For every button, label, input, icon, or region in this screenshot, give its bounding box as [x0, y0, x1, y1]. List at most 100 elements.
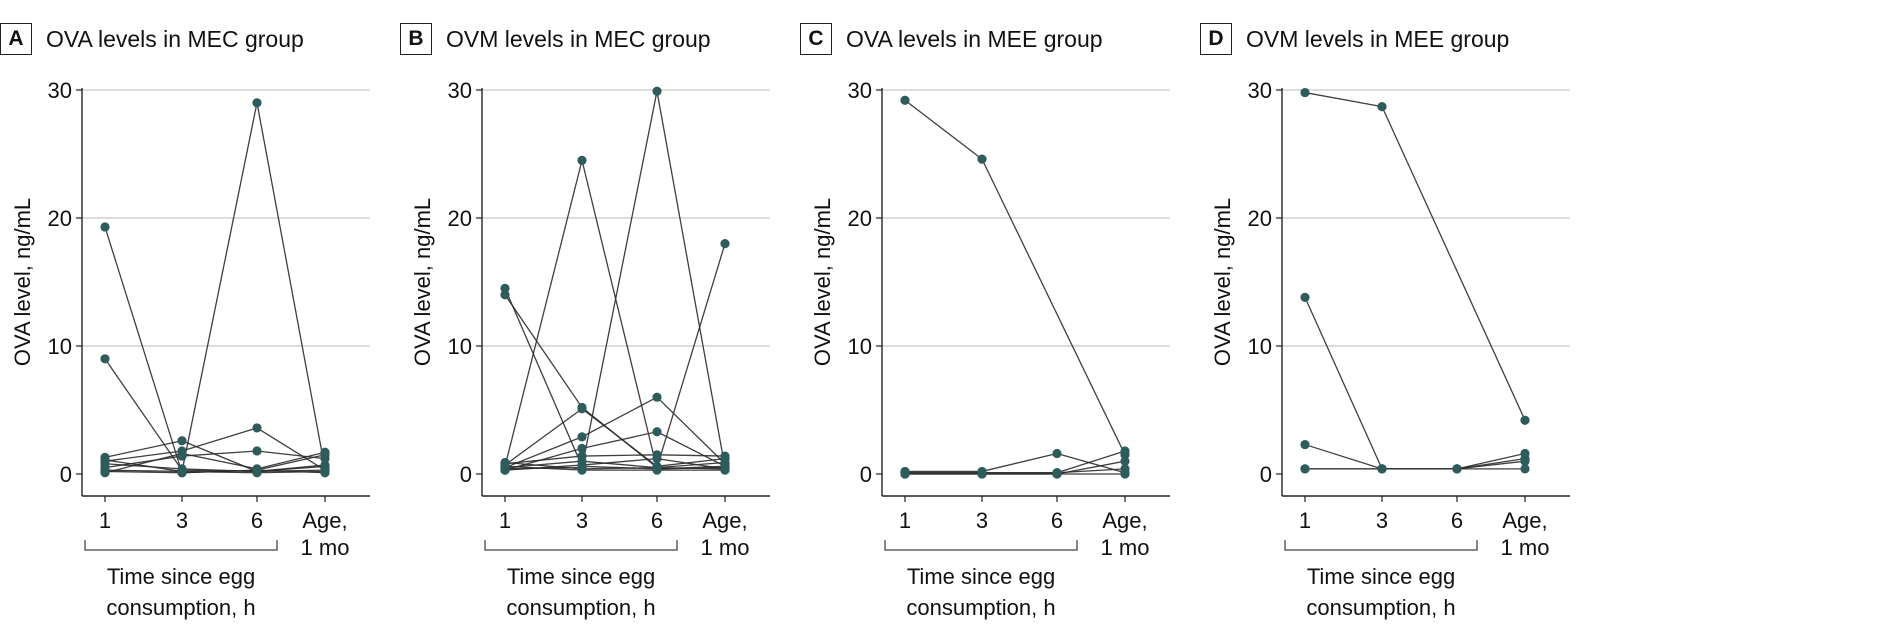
- x-group-label: Time since egg consumption, h: [106, 564, 255, 620]
- x-group-label: Time since egg consumption, h: [506, 564, 655, 620]
- series-line-segment: [104, 358, 183, 471]
- y-tick-label: 10: [1248, 334, 1272, 359]
- panel-letter: B: [400, 23, 432, 55]
- data-point: [252, 466, 262, 477]
- series-line-segment: [256, 470, 326, 474]
- series-line-segment: [656, 461, 726, 469]
- series-line-segment: [981, 158, 1126, 456]
- x-tick-label: 6: [1051, 508, 1063, 533]
- series-line-segment: [104, 470, 183, 474]
- series-line-segment: [256, 427, 326, 471]
- series-2: [500, 290, 730, 474]
- x-tick-label: Age, 1 mo: [301, 508, 350, 560]
- data-point: [1300, 292, 1310, 302]
- data-point: [977, 469, 987, 479]
- x-group-label: Time since egg consumption, h: [1306, 564, 1455, 620]
- y-tick-label: 20: [448, 206, 472, 231]
- data-point: [500, 290, 510, 300]
- x-tick-label: 3: [976, 508, 988, 533]
- chart-svg: 0 10 20 30 1 3 6 Age, 1 mo Time since egg consumpt…: [10, 78, 370, 620]
- series-line-segment: [656, 396, 726, 465]
- series-line-segment: [181, 102, 258, 472]
- data-point: [100, 354, 110, 364]
- series-line-segment: [581, 91, 658, 468]
- data-point: [320, 450, 330, 460]
- data-point: [577, 404, 587, 414]
- x-tick-label: Age, 1 mo: [701, 508, 750, 560]
- data-point: [652, 454, 662, 464]
- series-line-segment: [1456, 452, 1526, 470]
- data-point: [900, 95, 910, 105]
- x-tick-label: 3: [576, 508, 588, 533]
- panel-title: OVM levels in MEC group: [446, 25, 711, 52]
- series-line-segment: [1456, 460, 1526, 470]
- y-tick-label: 30: [448, 78, 472, 103]
- panel-letter: A: [0, 23, 32, 55]
- data-point: [252, 98, 262, 108]
- series-line-segment: [656, 243, 726, 468]
- series-line-segment: [1381, 106, 1526, 421]
- data-point: [252, 446, 262, 456]
- y-tick-label: 0: [460, 462, 472, 487]
- data-point: [1052, 469, 1062, 479]
- series-11: [500, 454, 730, 475]
- x-group-bracket: [84, 540, 278, 551]
- series-1: [900, 95, 1130, 460]
- series-line-segment: [104, 455, 183, 469]
- panel-title: OVA levels in MEC group: [46, 25, 304, 52]
- panel-d: 0 10 20 30 1 3 6 Age, 1 mo Time since egg consumpt…: [1200, 0, 1674, 634]
- series-line-segment: [504, 461, 583, 470]
- series-line-segment: [504, 294, 583, 408]
- y-tick-label: 10: [48, 334, 72, 359]
- y-tick-label: 0: [60, 462, 72, 487]
- panel-a: 0 10 20 30 1 3 6 Age, 1 mo Time since egg consumpt…: [0, 0, 474, 634]
- series-line-segment: [1304, 297, 1383, 470]
- data-point: [720, 457, 730, 468]
- data-point: [1377, 464, 1387, 474]
- panel-header: A OVA levels in MEC group: [0, 22, 304, 56]
- chart-svg: 0 10 20 30 1 3 6 Age, 1 mo Time since egg consumpt…: [410, 78, 770, 620]
- x-tick-label: Age, 1 mo: [1501, 508, 1550, 560]
- series-line-segment: [256, 465, 326, 473]
- panel-header: C OVA levels in MEE group: [800, 22, 1103, 56]
- data-point: [1452, 464, 1462, 474]
- series-line-segment: [656, 454, 726, 457]
- x-tick-label: 6: [651, 508, 663, 533]
- chart-svg: 0 10 20 30 1 3 6 Age, 1 mo Time since egg consumpt…: [1210, 78, 1570, 620]
- data-point: [577, 465, 587, 475]
- series-line-segment: [656, 457, 726, 470]
- series-line-segment: [1056, 450, 1126, 474]
- series-line-segment: [104, 452, 183, 474]
- series-line-segment: [104, 450, 183, 462]
- data-point: [1520, 415, 1530, 425]
- series-12: [500, 461, 730, 475]
- y-tick-label: 10: [848, 334, 872, 359]
- panel-letter: C: [800, 23, 832, 55]
- data-point: [177, 448, 187, 459]
- data-point: [720, 465, 730, 475]
- data-point: [720, 451, 730, 461]
- data-point: [1300, 464, 1310, 474]
- data-point: [177, 436, 187, 446]
- data-point: [1120, 469, 1130, 479]
- data-point: [720, 239, 730, 249]
- y-tick-label: 30: [848, 78, 872, 103]
- series-line-segment: [181, 450, 258, 457]
- panel-title: OVM levels in MEE group: [1246, 25, 1510, 52]
- x-group-bracket: [1284, 540, 1478, 551]
- data-point: [1377, 102, 1387, 112]
- chart-svg: 0 10 20 30 1 3 6 Age, 1 mo Time since egg consumpt…: [810, 78, 1170, 620]
- x-tick-label: 1: [1299, 508, 1311, 533]
- series-line-segment: [104, 226, 183, 473]
- data-point: [100, 459, 110, 469]
- series-line-segment: [181, 427, 258, 452]
- x-group-bracket: [884, 540, 1078, 551]
- data-point: [652, 427, 662, 437]
- series-line-segment: [504, 455, 583, 465]
- data-point: [320, 461, 330, 471]
- series-5: [1300, 464, 1530, 474]
- x-tick-label: 6: [251, 508, 263, 533]
- series-line-segment: [181, 452, 258, 470]
- data-point: [900, 469, 910, 479]
- series-line-segment: [104, 463, 183, 470]
